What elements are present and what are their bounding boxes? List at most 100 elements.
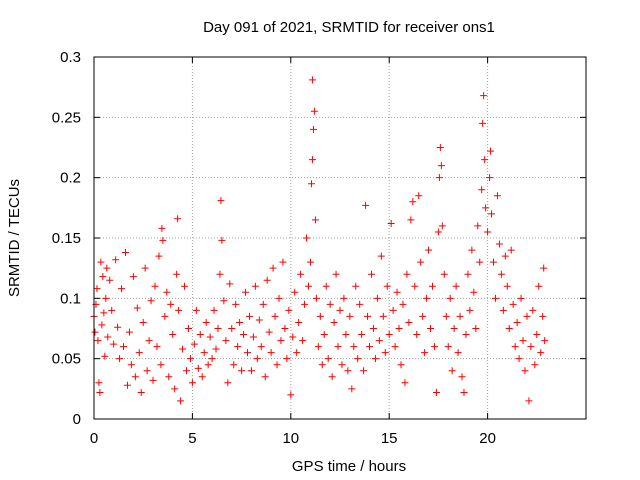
- data-point: [139, 318, 147, 326]
- data-point: [435, 174, 443, 182]
- data-point: [137, 388, 145, 396]
- data-point: [108, 306, 116, 314]
- data-point: [135, 349, 143, 357]
- data-point: [346, 312, 354, 320]
- y-axis-label: SRMTID / TECUs: [6, 179, 23, 297]
- data-point: [153, 343, 161, 351]
- data-point: [495, 240, 503, 248]
- data-point: [430, 343, 438, 351]
- data-point: [399, 300, 407, 308]
- data-point: [484, 228, 492, 236]
- grid-lines: [94, 57, 586, 419]
- data-point: [97, 258, 105, 266]
- data-point: [171, 385, 179, 393]
- data-point: [537, 349, 545, 357]
- data-point: [198, 373, 206, 381]
- data-point: [423, 294, 431, 302]
- data-point: [129, 273, 137, 281]
- data-point: [236, 318, 244, 326]
- y-tick-label: 0.25: [52, 109, 81, 126]
- data-point: [342, 331, 350, 339]
- data-point: [265, 328, 273, 336]
- data-point: [145, 337, 153, 345]
- data-point: [240, 331, 248, 339]
- data-point: [133, 304, 141, 312]
- x-tick-label: 10: [282, 430, 299, 447]
- data-point: [177, 397, 185, 405]
- data-point: [299, 337, 307, 345]
- data-point: [460, 388, 468, 396]
- data-point: [238, 367, 246, 375]
- data-point: [263, 276, 271, 284]
- data-point: [94, 337, 102, 345]
- data-point: [503, 282, 511, 290]
- data-point: [188, 379, 196, 387]
- data-point: [293, 349, 301, 357]
- data-point: [470, 288, 478, 296]
- data-point: [393, 288, 401, 296]
- data-point: [275, 294, 283, 302]
- data-point: [216, 270, 224, 278]
- data-point: [228, 325, 236, 332]
- data-point: [118, 285, 126, 293]
- x-axis-label: GPS time / hours: [292, 458, 406, 475]
- data-point: [379, 312, 387, 320]
- data-point: [220, 297, 228, 305]
- data-point: [106, 276, 114, 284]
- data-point: [301, 300, 309, 308]
- data-point: [230, 361, 238, 369]
- data-point: [165, 373, 173, 381]
- data-point: [308, 76, 316, 84]
- data-point: [454, 349, 462, 357]
- data-point: [214, 325, 222, 332]
- data-point: [277, 337, 285, 345]
- x-tick-label: 20: [479, 430, 496, 447]
- data-point: [158, 224, 166, 232]
- data-point: [419, 312, 427, 320]
- data-point: [356, 300, 364, 308]
- y-tick-label: 0.3: [60, 49, 81, 66]
- data-point: [151, 282, 159, 290]
- data-point: [332, 270, 340, 278]
- data-point: [531, 361, 539, 369]
- data-point: [253, 355, 261, 363]
- data-point: [102, 294, 110, 302]
- data-point: [121, 248, 129, 256]
- data-point: [481, 156, 489, 164]
- data-point: [375, 337, 383, 345]
- data-point: [436, 144, 444, 151]
- data-point: [312, 294, 320, 302]
- data-point: [358, 331, 366, 339]
- data-point: [360, 367, 368, 375]
- data-point: [103, 264, 111, 272]
- data-point: [324, 355, 332, 363]
- data-point: [444, 343, 452, 351]
- data-point: [497, 270, 505, 278]
- data-point: [476, 258, 484, 266]
- y-tick-label: 0.05: [52, 351, 81, 368]
- data-point: [350, 343, 358, 351]
- data-point: [529, 306, 537, 314]
- data-point: [147, 297, 155, 305]
- data-point: [234, 343, 242, 351]
- data-point: [409, 198, 417, 206]
- data-point: [448, 367, 456, 375]
- data-point: [415, 192, 423, 200]
- data-point: [202, 318, 210, 326]
- data-point: [179, 345, 187, 353]
- data-point: [112, 256, 120, 264]
- data-point: [377, 252, 385, 260]
- data-point: [438, 222, 446, 230]
- data-point: [507, 246, 515, 254]
- data-point: [440, 270, 448, 278]
- data-point: [192, 306, 200, 314]
- data-point: [175, 306, 183, 314]
- data-point: [251, 282, 259, 290]
- x-tick-label: 15: [381, 430, 398, 447]
- data-point: [271, 312, 279, 320]
- data-point: [421, 349, 429, 357]
- data-point: [167, 300, 175, 308]
- data-point: [328, 373, 336, 381]
